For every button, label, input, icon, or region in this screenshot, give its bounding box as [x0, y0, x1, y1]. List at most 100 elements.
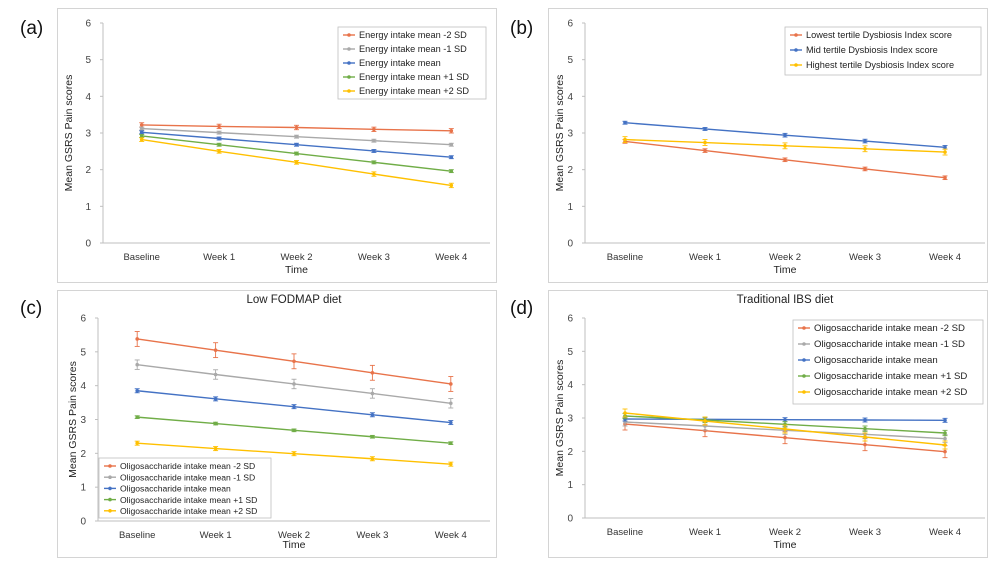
panel-a-y-tick-label: 3 [85, 129, 91, 140]
panel-a-y-tick-label: 6 [85, 19, 91, 30]
panel-a-data-point [372, 160, 376, 165]
panel-a-x-tick-label: Week 3 [358, 252, 390, 263]
panel-a-series-2 [139, 130, 454, 160]
panel-a-data-point [294, 142, 299, 147]
panel-c-data-point [292, 428, 296, 433]
panel-c-chart: Low FODMAP diet 0 1 2 3 4 5 6 Baseline Week 1 Week… [67, 294, 490, 551]
panel-a-legend-entry: Energy intake mean -1 SD [359, 44, 467, 54]
panel-c-data-point [449, 462, 453, 466]
panel-a-x-axis-label: Time [285, 264, 308, 276]
panel-c-series-0 [134, 331, 454, 392]
panel-c-series-1 [134, 359, 454, 409]
panel-a-y-tick-label: 1 [85, 202, 91, 213]
panel-c-data-point [370, 391, 375, 396]
panel-b-x-tick-label: Week 4 [929, 252, 961, 263]
panel-b-y-tick-label: 3 [567, 129, 573, 140]
panel-b-legend-entry: Highest tertile Dysbiosis Index score [806, 60, 954, 70]
panel-c-y-tick-label: 6 [80, 314, 86, 325]
panel-c-data-point [449, 420, 453, 425]
panel-c-y-axis-label: Mean GSRS Pain scores [67, 361, 79, 478]
panel-a-data-point [217, 149, 221, 154]
panel-d-data-point [943, 436, 947, 441]
panel-d-x-tick-label: Week 1 [689, 527, 721, 538]
panel-b-data-point [863, 167, 867, 171]
panel-c-y-tick-label: 5 [80, 347, 86, 358]
panel-b-data-point [783, 133, 787, 137]
panel-d-data-point [943, 449, 947, 454]
panel-c-data-point [135, 362, 139, 367]
panel-b-legend-entry: Lowest tertile Dysbiosis Index score [806, 30, 952, 40]
panel-a-x-tick-label: Baseline [123, 252, 159, 263]
panel-b-x-tick-label: Week 1 [689, 252, 721, 263]
panel-d-x-tick-label: Week 3 [849, 527, 881, 538]
panel-a-x-tick-label: Week 1 [203, 252, 235, 263]
panel-d-data-point [703, 419, 707, 423]
panel-c-y-tick-label: 4 [80, 381, 86, 392]
panel-d-legend-marker [802, 342, 806, 346]
panel-c-data-point [135, 415, 139, 419]
panel-d-x-tick-label: Week 4 [929, 527, 961, 538]
panel-c-legend-marker [108, 486, 112, 491]
panel-b-legend-marker [794, 48, 798, 52]
panel-b-data-point [943, 175, 947, 180]
panel-a-legend-entry: Energy intake mean +1 SD [359, 72, 469, 82]
panel-b-data-point [703, 148, 707, 153]
panel-b-chart: 0 1 2 3 4 5 6 Baseline Week 1 Week 2 Week 3 Week 4 M… [554, 19, 985, 276]
panel-a-data-point [294, 160, 299, 165]
panel-a-legend-marker [347, 75, 351, 79]
panel-d-data-point [783, 435, 787, 440]
panel-d-legend: Oligosaccharide intake mean -2 SD Oligosa… [792, 319, 984, 405]
panel-c-x-tick-label: Week 2 [278, 530, 310, 541]
panel-c-x-tick-label: Baseline [119, 530, 155, 541]
panel-c-data-point [449, 382, 453, 386]
panel-c-data-point [135, 441, 139, 445]
panel-a-x-tick-label: Week 2 [280, 252, 312, 263]
panel-c-data-point [370, 412, 375, 417]
panel-c-y-tick-label: 2 [80, 449, 86, 460]
panel-a-legend-marker [347, 33, 351, 37]
panel-c-y-tick-label: 0 [80, 517, 86, 528]
panel-b-data-point [783, 157, 787, 162]
panel-a-data-point [139, 123, 144, 127]
panel-d-legend-entry: Oligosaccharide intake mean +2 SD [814, 387, 967, 398]
panel-a-data-point [449, 169, 454, 173]
panel-a-y-tick-label: 5 [85, 55, 91, 66]
panel-d-data-point [783, 417, 787, 422]
panel-b-series-1 [622, 120, 948, 150]
panel-c-data-point [370, 456, 375, 461]
panel-c-data-point [370, 434, 375, 439]
panel-d-y-axis-label: Mean GSRS Pain scores [554, 360, 566, 477]
panel-d-y-tick-label: 5 [567, 347, 573, 358]
panel-b-data-point [703, 140, 707, 145]
panel-b-y-tick-label: 6 [567, 19, 573, 30]
panel-d-chart: Traditional IBS diet 0 1 2 3 4 5 6 Baseline Week … [554, 294, 985, 551]
panel-d-x-tick-label: Baseline [607, 527, 643, 538]
panel-d-y-tick-label: 6 [567, 314, 573, 325]
panel-b-x-tick-label: Week 2 [769, 252, 801, 263]
panel-d-y-tick-label: 4 [567, 380, 573, 391]
panel-d-legend-marker [802, 358, 806, 362]
panel-c-data-point [292, 451, 296, 456]
panel-c-x-tick-label: Week 4 [435, 530, 467, 541]
panel-d-data-point [863, 418, 867, 422]
panel-a-data-point [372, 138, 376, 143]
panel-b-x-tick-label: Baseline [607, 252, 643, 263]
panel-d-y-tick-label: 2 [567, 447, 573, 458]
panel-d-y-tick-label: 1 [567, 480, 573, 491]
panel-a-data-point [449, 129, 454, 133]
panel-c-data-point [292, 359, 296, 364]
panel-d-data-point [863, 442, 867, 447]
panel-c-x-axis-label: Time [283, 539, 306, 551]
panel-c-legend-marker [108, 475, 112, 480]
panel-a-data-point [372, 127, 376, 132]
panel-d-data-point [863, 426, 867, 431]
panel-c-data-point [292, 404, 296, 409]
panel-d-legend-box [792, 319, 984, 405]
panel-c-data-point [449, 441, 453, 445]
panel-c-legend-entry: Oligosaccharide intake mean +2 SD [120, 506, 257, 516]
panel-c-data-point [213, 348, 218, 352]
panel-c-letter: (c) [20, 298, 43, 319]
panel-c-legend-marker [108, 509, 112, 513]
panel-a-legend-box [337, 26, 487, 100]
